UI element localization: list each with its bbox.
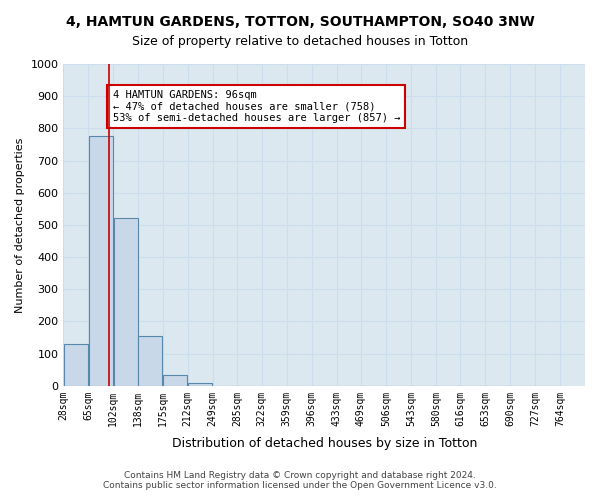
Bar — [163, 374, 187, 386]
Y-axis label: Number of detached properties: Number of detached properties — [15, 137, 25, 312]
Bar — [188, 382, 212, 386]
Bar — [64, 344, 88, 386]
Text: Contains HM Land Registry data © Crown copyright and database right 2024.
Contai: Contains HM Land Registry data © Crown c… — [103, 470, 497, 490]
Text: Size of property relative to detached houses in Totton: Size of property relative to detached ho… — [132, 35, 468, 48]
Bar — [89, 136, 113, 386]
Bar — [138, 336, 162, 386]
Text: 4, HAMTUN GARDENS, TOTTON, SOUTHAMPTON, SO40 3NW: 4, HAMTUN GARDENS, TOTTON, SOUTHAMPTON, … — [65, 15, 535, 29]
Text: 4 HAMTUN GARDENS: 96sqm
← 47% of detached houses are smaller (758)
53% of semi-d: 4 HAMTUN GARDENS: 96sqm ← 47% of detache… — [113, 90, 400, 123]
Bar — [113, 218, 138, 386]
X-axis label: Distribution of detached houses by size in Totton: Distribution of detached houses by size … — [172, 437, 477, 450]
